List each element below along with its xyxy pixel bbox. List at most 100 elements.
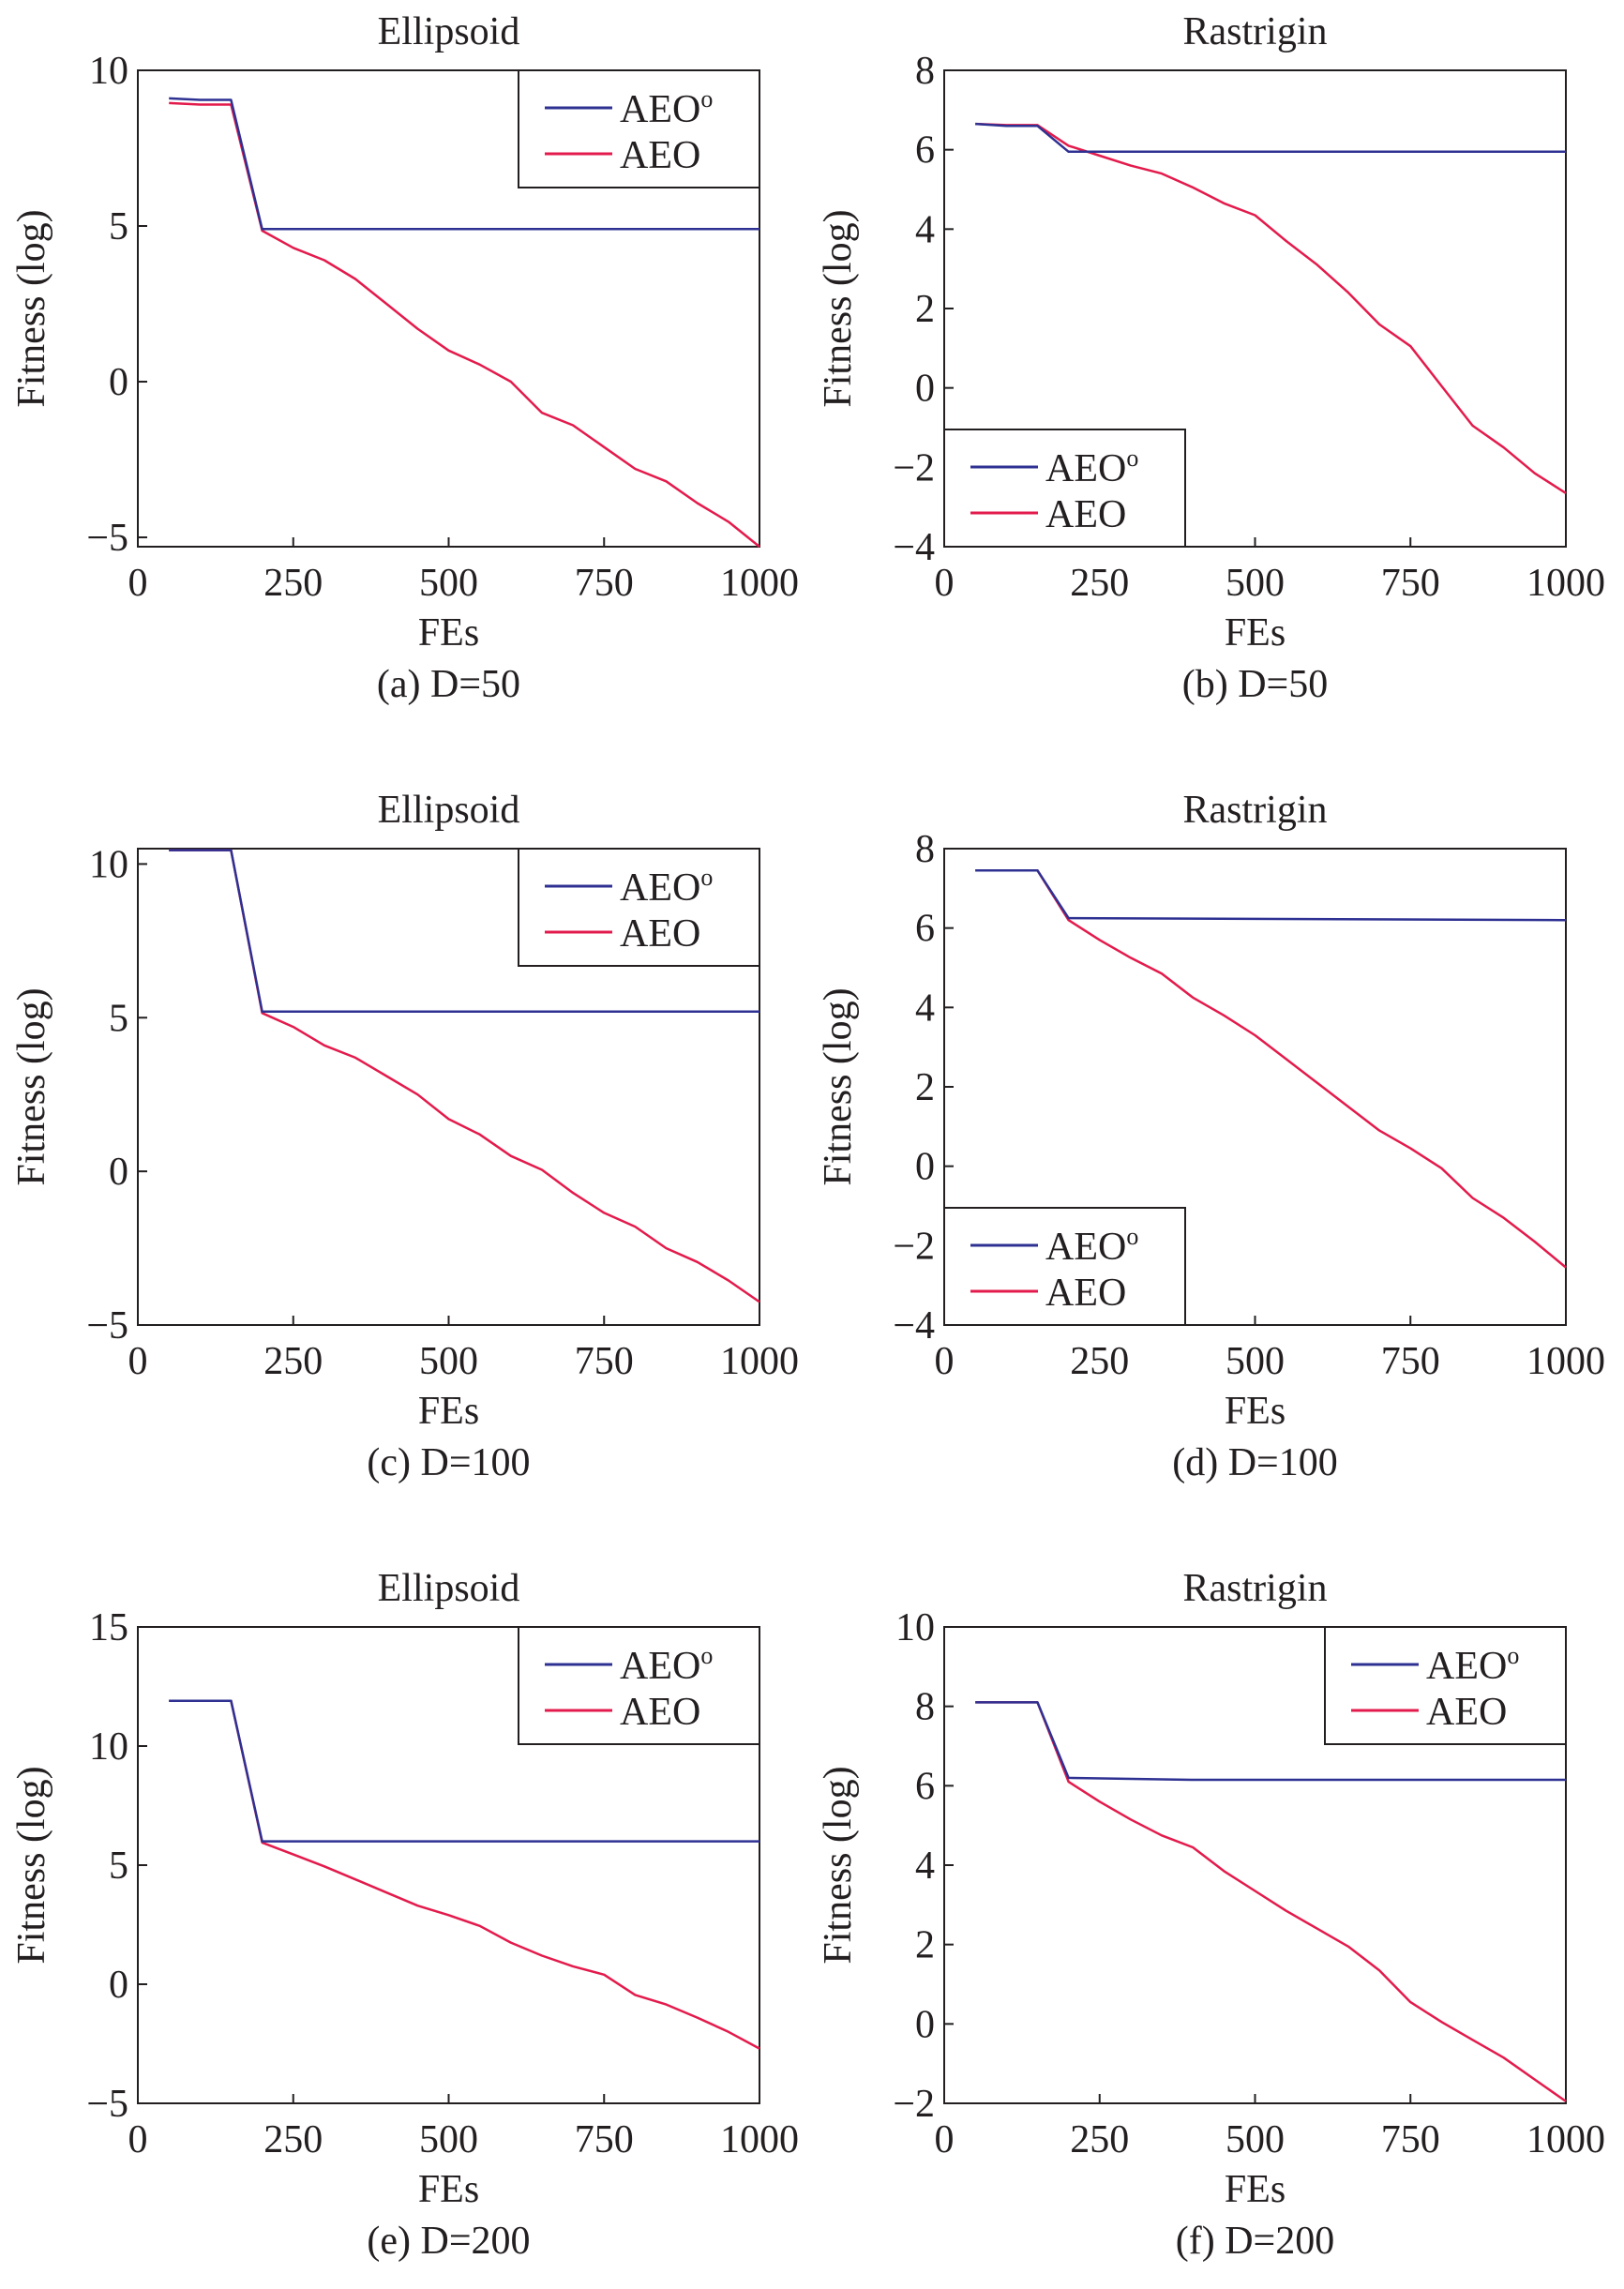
y-tick-label: 2	[915, 1066, 935, 1109]
series-line-aeo-o	[169, 849, 759, 1013]
panel-caption: (f) D=200	[1176, 2220, 1334, 2263]
x-tick-label: 750	[1381, 1340, 1440, 1383]
x-tick-label: 500	[1226, 2118, 1285, 2161]
legend-label: AEOo	[1045, 444, 1138, 490]
legend-label-superscript: o	[700, 864, 713, 891]
legend-label: AEOo	[1045, 1223, 1138, 1269]
x-tick-label: 250	[1070, 2118, 1129, 2161]
legend-label-text: AEO	[1045, 493, 1126, 536]
legend-label: AEO	[620, 134, 700, 177]
x-axis-label: FEs	[1225, 611, 1286, 655]
y-tick-label: 0	[109, 1151, 128, 1194]
y-tick-label: −2	[893, 2083, 935, 2126]
chart-title: Rastrigin	[1183, 10, 1328, 53]
chart-title: Ellipsoid	[378, 10, 520, 53]
x-tick-label: 750	[575, 1340, 634, 1383]
x-tick-label: 0	[935, 2118, 955, 2161]
x-axis-label: FEs	[418, 1390, 479, 1433]
x-axis-label: FEs	[1225, 2168, 1286, 2211]
x-tick-label: 750	[1381, 562, 1440, 605]
x-tick-label: 500	[419, 1340, 478, 1383]
legend-box	[943, 429, 1186, 548]
x-tick-label: 250	[263, 562, 323, 605]
y-tick-label: 5	[109, 1845, 128, 1888]
legend-label-superscript: o	[1507, 1642, 1519, 1669]
legend-label-superscript: o	[1126, 444, 1138, 472]
y-tick-label: −5	[86, 1304, 128, 1348]
series-line-aeo-o	[975, 869, 1567, 922]
legend-label-superscript: o	[1126, 1223, 1138, 1250]
legend-label: AEOo	[620, 1642, 713, 1688]
y-tick-label: 0	[915, 2003, 935, 2046]
y-tick-label: 6	[915, 1765, 935, 1808]
chart-title: Rastrigin	[1183, 789, 1328, 832]
y-tick-label: 4	[915, 986, 935, 1030]
x-tick-label: 1000	[720, 2118, 799, 2161]
x-tick-label: 500	[419, 2118, 478, 2161]
y-axis-label: Fitness (log)	[10, 209, 53, 407]
series-line-aeo	[169, 1699, 760, 2050]
y-tick-label: 4	[915, 208, 935, 251]
y-tick-label: 5	[109, 997, 128, 1040]
y-tick-label: 0	[915, 368, 935, 411]
y-tick-label: 10	[89, 50, 128, 93]
y-tick-label: −2	[893, 1225, 935, 1268]
y-tick-label: 8	[915, 828, 935, 871]
x-tick-label: 1000	[1526, 2118, 1605, 2161]
y-tick-label: −5	[86, 2083, 128, 2126]
y-tick-label: 8	[915, 1686, 935, 1729]
chart-title: Ellipsoid	[378, 1567, 520, 1610]
x-axis-label: FEs	[418, 611, 479, 655]
legend-box	[1324, 1626, 1567, 1745]
panel-caption: (a) D=50	[377, 663, 520, 706]
x-tick-label: 1000	[1526, 1340, 1605, 1383]
y-tick-label: 10	[89, 843, 128, 886]
panel-caption: (e) D=200	[367, 2220, 530, 2263]
legend-label: AEOo	[620, 85, 713, 131]
legend-label-text: AEO	[620, 1645, 700, 1688]
legend-label-superscript: o	[700, 85, 713, 113]
legend-label-text: AEO	[1426, 1645, 1507, 1688]
y-axis-label: Fitness (log)	[10, 987, 53, 1185]
legend-label-text: AEO	[620, 134, 700, 177]
y-tick-label: 8	[915, 50, 935, 93]
x-tick-label: 1000	[1526, 562, 1605, 605]
x-tick-label: 250	[263, 1340, 323, 1383]
series-line-aeo-o	[975, 122, 1566, 154]
legend-label-text: AEO	[620, 912, 700, 956]
legend-label-text: AEO	[620, 866, 700, 910]
x-axis-label: FEs	[418, 2168, 479, 2211]
series-line-aeo	[975, 869, 1567, 1269]
legend-box	[518, 848, 760, 967]
y-tick-label: 10	[89, 1725, 128, 1769]
series-line-aeo	[169, 849, 760, 1303]
x-tick-label: 250	[263, 2118, 323, 2161]
x-tick-label: 750	[575, 562, 634, 605]
x-tick-label: 750	[575, 2118, 634, 2161]
chart-panel-d: Rastrigin −4 −2 0 2 4 6 8 0 250 500 750 1000 FEs Fitne…	[817, 789, 1605, 1484]
x-tick-label: 750	[1381, 2118, 1440, 2161]
legend-label-text: AEO	[620, 88, 700, 131]
x-tick-label: 0	[935, 562, 955, 605]
legend-label: AEO	[1045, 493, 1126, 536]
legend-box	[518, 69, 760, 188]
y-tick-label: 2	[915, 1924, 935, 1967]
legend-box	[943, 1207, 1186, 1326]
legend-label-superscript: o	[700, 1642, 713, 1669]
y-axis-label: Fitness (log)	[817, 987, 860, 1185]
x-tick-label: 0	[128, 2118, 148, 2161]
x-tick-label: 0	[128, 1340, 148, 1383]
legend-label: AEOo	[620, 864, 713, 910]
x-tick-label: 1000	[720, 562, 799, 605]
y-tick-label: 0	[915, 1146, 935, 1189]
legend-label-text: AEO	[1045, 447, 1126, 490]
